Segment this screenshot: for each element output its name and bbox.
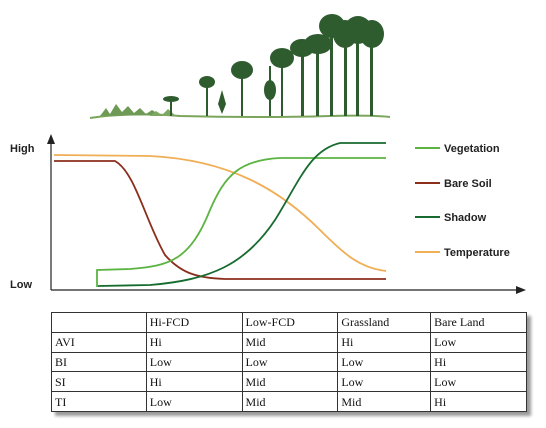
legend-label-shadow: Shadow	[444, 212, 487, 224]
legend-item-temperature: Temperature	[415, 247, 510, 259]
table-cell: Low	[145, 391, 243, 412]
table-cell: Hi	[430, 351, 527, 373]
table-cell: Mid	[241, 391, 339, 412]
legend-label-vegetation: Vegetation	[444, 143, 500, 155]
header-cell-bare-land: Bare Land	[430, 312, 527, 333]
table-row: BI Low Low Low Hi	[51, 351, 527, 373]
table-cell: BI	[51, 351, 147, 373]
table-cell: AVI	[51, 331, 147, 353]
header-cell-low-fcd: Low-FCD	[241, 312, 339, 333]
legend-label-bare-soil: Bare Soil	[444, 178, 492, 190]
header-cell-grassland: Grassland	[337, 312, 432, 333]
table-header-row: Hi-FCD Low-FCD Grassland Bare Land	[51, 312, 527, 333]
legend-item-shadow: Shadow	[415, 212, 487, 224]
table-cell: Low	[241, 351, 339, 373]
table-row: AVI Hi Mid Hi Low	[51, 331, 527, 353]
table-cell: Mid	[241, 331, 339, 353]
table-cell: Hi	[145, 331, 243, 353]
header-cell-blank	[51, 312, 147, 333]
forest-density-diagram: High Low Vegetation Bare Soil Shadow Tem…	[10, 14, 526, 294]
table-cell: SI	[51, 371, 147, 393]
table-row: TI Low Mid Mid Hi	[51, 391, 527, 412]
legend: Vegetation Bare Soil Shadow Temperature	[415, 143, 510, 259]
series-line-vegetation	[96, 157, 386, 287]
table-cell: Low	[337, 351, 432, 373]
table-cell: Low	[430, 331, 527, 353]
header-cell-hi-fcd: Hi-FCD	[145, 312, 243, 333]
table-cell: Low	[337, 371, 432, 393]
index-comparison-table-container: Hi-FCD Low-FCD Grassland Bare Land AVI H…	[51, 312, 527, 412]
table-cell: Low	[430, 371, 527, 393]
y-axis-high-label: High	[10, 143, 35, 155]
series-line-temperature	[53, 154, 387, 272]
table-row: SI Hi Mid Low Low	[51, 371, 527, 393]
table-cell: TI	[51, 391, 147, 412]
table-cell: Mid	[241, 371, 339, 393]
y-axis-low-label: Low	[10, 279, 32, 291]
table-cell: Low	[145, 351, 243, 373]
table-cell: Hi	[430, 391, 527, 412]
forest-succession-illustration	[89, 14, 391, 119]
series-line-bare-soil	[54, 160, 386, 280]
legend-item-vegetation: Vegetation	[415, 143, 500, 155]
table-cell: Mid	[337, 391, 432, 412]
index-comparison-table: Hi-FCD Low-FCD Grassland Bare Land AVI H…	[51, 312, 527, 412]
legend-label-temperature: Temperature	[444, 247, 510, 259]
series-line-shadow	[97, 142, 386, 287]
legend-item-bare-soil: Bare Soil	[415, 178, 492, 190]
chart-axes	[47, 134, 526, 294]
table-cell: Hi	[145, 371, 243, 393]
table-cell: Hi	[337, 331, 432, 353]
